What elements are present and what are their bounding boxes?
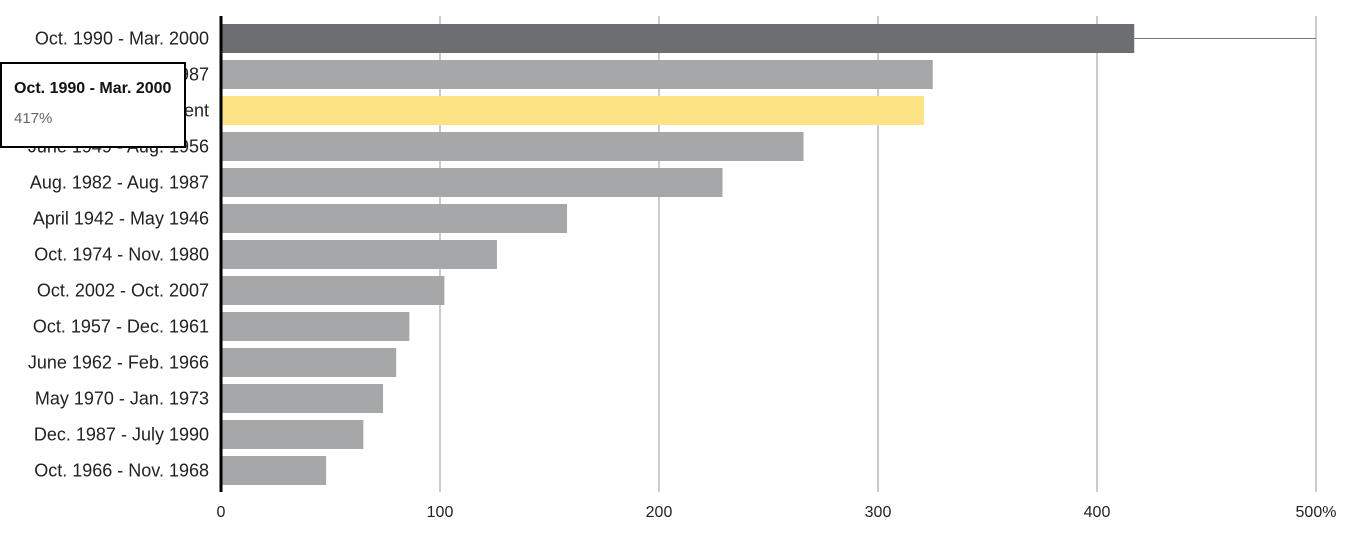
bar-oct-2002-oct-2007[interactable]	[221, 276, 445, 305]
bar-aug-1982-aug-1987[interactable]	[221, 168, 723, 197]
x-tick-label-500: 500%	[1296, 504, 1337, 521]
bar-current[interactable]	[221, 96, 924, 125]
bar-april-1942-may-1946[interactable]	[221, 204, 568, 233]
bar-june-1962-feb-1966[interactable]	[221, 348, 397, 377]
bar-oct-1957-dec-1961[interactable]	[221, 312, 410, 341]
bar-may-1970-jan-1973[interactable]	[221, 384, 384, 413]
category-label-april-1942-may-1946: April 1942 - May 1946	[33, 209, 209, 229]
category-label-oct-1966-nov-1968: Oct. 1966 - Nov. 1968	[34, 461, 209, 481]
category-label-june-1962-feb-1966: June 1962 - Feb. 1966	[28, 353, 209, 373]
hover-tooltip: Oct. 1990 - Mar. 2000 417%	[0, 62, 186, 148]
x-tick-label-300: 300	[865, 504, 892, 521]
category-label-oct-1957-dec-1961: Oct. 1957 - Dec. 1961	[33, 317, 209, 337]
bar-oct-1990-mar-2000[interactable]	[221, 24, 1135, 53]
x-tick-label-0: 0	[217, 504, 226, 521]
bar-oct-1974-nov-1980[interactable]	[221, 240, 497, 269]
bar-dec-1984-aug-1987[interactable]	[221, 60, 933, 89]
category-label-oct-2002-oct-2007: Oct. 2002 - Oct. 2007	[37, 281, 209, 301]
category-label-oct-1974-nov-1980: Oct. 1974 - Nov. 1980	[34, 245, 209, 265]
tooltip-value: 417%	[14, 110, 53, 127]
category-label-may-1970-jan-1973: May 1970 - Jan. 1973	[35, 389, 209, 409]
bar-oct-1966-nov-1968[interactable]	[221, 456, 327, 485]
category-label-dec-1987-july-1990: Dec. 1987 - July 1990	[34, 425, 209, 445]
bar-june-1949-aug-1956[interactable]	[221, 132, 804, 161]
x-axis-ticks: 0 100 200 300 400 500%	[217, 504, 1337, 521]
bars	[221, 24, 1316, 485]
tooltip-title: Oct. 1990 - Mar. 2000	[14, 80, 172, 97]
bar-dec-1987-july-1990[interactable]	[221, 420, 364, 449]
x-tick-label-400: 400	[1084, 504, 1111, 521]
x-tick-label-200: 200	[646, 504, 673, 521]
category-label-oct-1990-mar-2000: Oct. 1990 - Mar. 2000	[35, 29, 209, 49]
x-tick-label-100: 100	[427, 504, 454, 521]
gridlines	[439, 16, 1317, 492]
category-label-aug-1982-aug-1987: Aug. 1982 - Aug. 1987	[30, 173, 209, 193]
